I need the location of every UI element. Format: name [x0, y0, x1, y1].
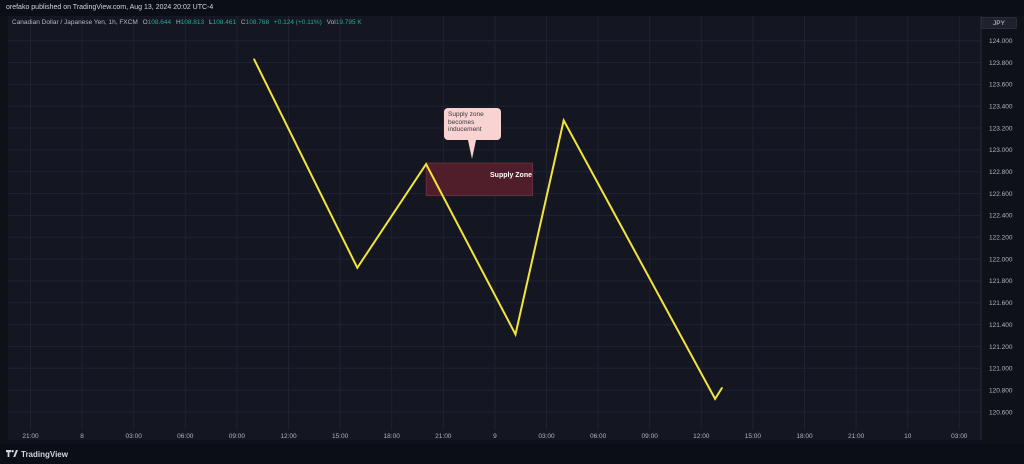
y-tick-label: 122.800: [989, 169, 1013, 176]
y-tick-label: 122.400: [989, 213, 1013, 220]
x-tick-label: 18:00: [384, 433, 401, 440]
y-tick-label: 123.800: [989, 60, 1013, 67]
x-tick-label: 12:00: [693, 433, 710, 440]
price-path-point: [714, 397, 716, 400]
x-tick-label: 21:00: [22, 433, 39, 440]
price-path-point: [562, 119, 565, 122]
callout-pointer: [468, 140, 476, 159]
x-tick-label: 10: [904, 433, 912, 440]
x-tick-label: 15:00: [745, 433, 762, 440]
symbol-legend: Canadian Dollar / Japanese Yen, 1h, FXCM…: [12, 18, 362, 27]
open-value: 108.644: [147, 19, 172, 26]
x-tick-label: 09:00: [642, 433, 659, 440]
open-label: O: [142, 19, 148, 26]
y-tick-label: 123.200: [989, 125, 1013, 132]
currency-button[interactable]: JPY: [981, 17, 1017, 29]
publish-info: orefako published on TradingView.com, Au…: [0, 0, 1024, 16]
y-tick-label: 120.600: [989, 409, 1013, 416]
x-tick-label: 18:00: [796, 433, 813, 440]
y-tick-label: 121.800: [989, 278, 1013, 285]
y-tick-label: 123.600: [989, 82, 1013, 89]
x-tick-label: 21:00: [435, 433, 452, 440]
volume-value: 19.795 K: [335, 19, 362, 26]
y-tick-label: 122.200: [989, 235, 1013, 242]
y-tick-label: 122.000: [989, 256, 1013, 263]
close-value: 108.768: [245, 19, 270, 26]
inducement-callout[interactable]: Supply zone becomes inducement: [444, 108, 501, 140]
high-value: 108.813: [180, 19, 205, 26]
symbol-name: Canadian Dollar / Japanese Yen, 1h, FXCM: [12, 19, 138, 26]
x-tick-label: 03:00: [538, 433, 555, 440]
supply-zone-rect[interactable]: [425, 162, 534, 197]
x-tick-label: 03:00: [126, 433, 143, 440]
x-tick-label: 9: [493, 433, 497, 440]
x-tick-label: 03:00: [951, 433, 968, 440]
price-path-point: [253, 58, 256, 61]
low-value: 108.461: [212, 19, 237, 26]
change-value: +0.124 (+0.11%): [273, 19, 322, 26]
y-tick-label: 121.600: [989, 300, 1013, 307]
y-tick-label: 121.000: [989, 366, 1013, 373]
x-tick-label: 15:00: [332, 433, 349, 440]
price-path-point: [356, 266, 359, 269]
price-path-point: [514, 333, 517, 336]
volume-label: Vol: [326, 19, 336, 26]
x-tick-label: 21:00: [848, 433, 865, 440]
x-tick-label: 8: [80, 433, 84, 440]
price-path-point: [721, 387, 723, 389]
y-tick-label: 123.000: [989, 147, 1013, 154]
x-tick-label: 06:00: [590, 433, 607, 440]
y-tick-label: 121.400: [989, 322, 1013, 329]
x-tick-label: 12:00: [280, 433, 297, 440]
close-label: C: [240, 19, 246, 26]
price-path-point: [425, 163, 427, 165]
footer-bar: [0, 444, 1024, 464]
tradingview-logo-icon: [6, 450, 18, 457]
x-tick-label: 06:00: [177, 433, 194, 440]
low-label: L: [208, 19, 213, 26]
high-label: H: [175, 19, 181, 26]
y-tick-label: 122.600: [989, 191, 1013, 198]
y-tick-label: 121.200: [989, 344, 1013, 351]
supply-zone-label: Supply Zone: [490, 172, 532, 179]
y-tick-label: 123.400: [989, 104, 1013, 111]
y-tick-label: 120.800: [989, 387, 1013, 394]
x-tick-label: 09:00: [229, 433, 246, 440]
y-tick-label: 124.000: [989, 38, 1013, 45]
tradingview-logo-text: TradingView: [21, 449, 68, 459]
tradingview-logo[interactable]: TradingView: [6, 449, 68, 459]
